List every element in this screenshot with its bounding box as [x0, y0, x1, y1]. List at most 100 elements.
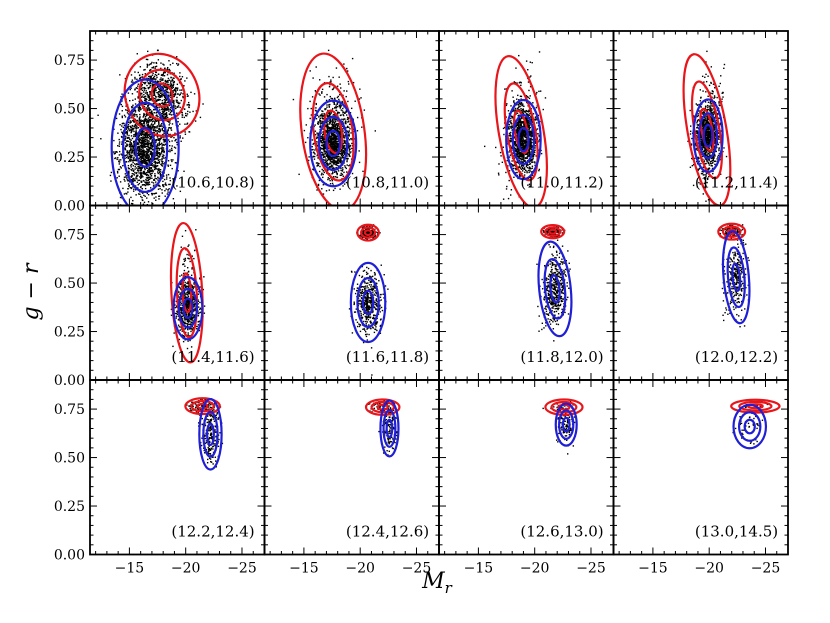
data-point — [146, 133, 149, 135]
data-point — [520, 122, 522, 125]
data-point — [328, 189, 330, 191]
data-point — [499, 151, 502, 154]
data-point — [118, 154, 121, 156]
data-point — [149, 142, 151, 145]
data-point — [126, 109, 128, 112]
data-point — [162, 116, 164, 118]
data-point — [153, 184, 155, 186]
data-point — [319, 115, 321, 117]
data-point — [135, 134, 138, 136]
data-point — [154, 66, 157, 68]
red-contour — [323, 109, 344, 155]
data-point — [314, 149, 316, 151]
data-point — [147, 167, 149, 169]
data-point — [155, 140, 157, 142]
data-point — [154, 192, 157, 195]
data-point — [187, 103, 190, 106]
data-point — [141, 188, 143, 190]
data-point — [137, 163, 140, 165]
data-point — [143, 159, 145, 161]
data-point — [161, 177, 164, 179]
data-point — [127, 137, 130, 139]
data-point — [165, 111, 168, 114]
data-point — [183, 170, 185, 173]
data-point — [128, 129, 131, 132]
data-point — [149, 167, 152, 169]
data-point — [332, 107, 334, 110]
data-point — [181, 112, 183, 114]
data-point — [158, 139, 161, 141]
data-point — [516, 126, 519, 129]
data-point — [315, 103, 317, 106]
data-point — [162, 147, 165, 149]
data-point — [349, 144, 352, 147]
data-point — [345, 109, 348, 112]
data-point — [333, 137, 336, 139]
data-point — [343, 149, 346, 151]
data-point — [149, 137, 152, 139]
data-point — [335, 109, 338, 112]
data-point — [154, 161, 157, 163]
data-point — [316, 114, 319, 116]
data-point — [155, 165, 157, 168]
data-point — [520, 136, 522, 139]
data-point — [522, 157, 524, 160]
data-point — [317, 116, 320, 118]
data-point — [327, 156, 329, 158]
data-point — [163, 144, 166, 146]
data-point — [145, 173, 147, 176]
data-point — [527, 122, 529, 125]
data-point — [124, 132, 127, 134]
data-point — [331, 172, 334, 175]
data-point — [165, 188, 167, 190]
data-point — [156, 149, 158, 151]
data-point — [131, 137, 134, 140]
data-point — [523, 155, 525, 157]
data-point — [326, 106, 328, 108]
data-point — [519, 167, 522, 169]
data-point — [143, 99, 146, 102]
data-point — [343, 135, 345, 137]
data-point — [337, 159, 339, 162]
data-point — [335, 172, 338, 174]
data-point — [174, 92, 176, 95]
data-point — [150, 169, 152, 172]
data-point — [142, 179, 145, 182]
data-point — [116, 172, 119, 174]
data-point — [327, 154, 329, 157]
data-point — [145, 172, 148, 174]
data-point — [184, 112, 187, 115]
data-point — [137, 179, 139, 182]
data-point — [322, 147, 325, 150]
data-point — [141, 155, 144, 157]
data-point — [521, 121, 523, 123]
data-point — [139, 146, 141, 149]
data-point — [143, 145, 145, 147]
data-point — [161, 192, 163, 194]
data-point — [334, 161, 337, 163]
data-point — [146, 63, 149, 66]
data-point — [346, 67, 348, 70]
data-point — [344, 147, 346, 150]
data-point — [118, 175, 120, 177]
data-point — [329, 166, 331, 169]
data-point — [142, 120, 145, 123]
data-point — [142, 141, 145, 143]
data-point — [140, 158, 142, 161]
data-point — [127, 180, 129, 182]
data-point — [333, 133, 335, 136]
data-point — [338, 162, 340, 164]
data-point — [129, 145, 131, 147]
data-point — [169, 94, 172, 97]
data-point — [326, 163, 329, 166]
data-point — [151, 85, 154, 87]
data-point — [141, 163, 143, 165]
data-point — [338, 157, 340, 160]
data-point — [319, 124, 322, 126]
data-point — [338, 165, 340, 167]
data-point — [138, 141, 140, 143]
data-point — [144, 167, 146, 170]
data-point — [323, 112, 325, 115]
y-tick-label: 0.25 — [54, 150, 85, 166]
data-point — [150, 119, 153, 122]
